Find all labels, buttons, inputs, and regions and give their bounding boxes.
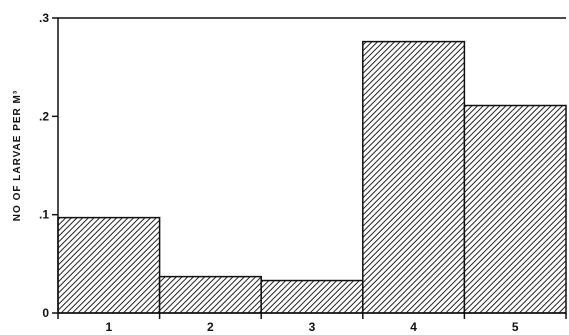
y-axis-label: NO OF LARVAE PER M³: [12, 90, 23, 221]
x-tick-label-2: 2: [207, 320, 214, 334]
x-tick-label-5: 5: [512, 320, 519, 334]
y-axis-ticks: 0 .1 .2 .3: [39, 11, 58, 320]
y-tick-label: .1: [39, 208, 49, 222]
bar-5: [463, 104, 567, 314]
x-tick-label-1: 1: [105, 320, 112, 334]
bar-1: [57, 216, 161, 314]
y-tick-label: .2: [39, 109, 49, 123]
y-tick-label: .3: [39, 11, 49, 25]
bars-group: [57, 40, 567, 314]
y-tick-label: 0: [42, 306, 49, 320]
plot-frame: [57, 17, 566, 314]
x-tick-label-4: 4: [410, 320, 417, 334]
bar-2: [158, 275, 262, 314]
x-axis-ticks: 1 2 3 4 5: [57, 313, 567, 334]
x-tick-label-3: 3: [309, 320, 316, 334]
bar-4: [362, 40, 466, 314]
bar-3: [260, 279, 364, 314]
